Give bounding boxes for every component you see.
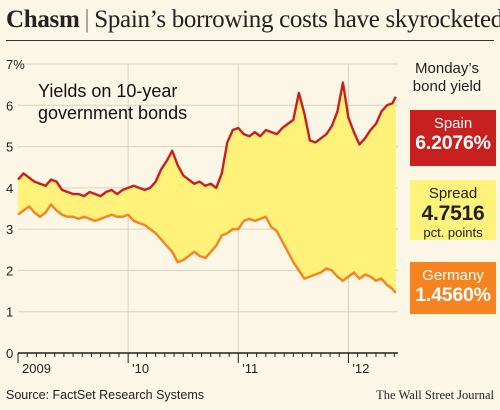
y-tick-label: 2 bbox=[6, 263, 13, 278]
spread-value: 4.7516 bbox=[421, 202, 485, 225]
germany-label: Germany bbox=[422, 267, 484, 284]
series-line-spain bbox=[17, 81, 397, 198]
y-axis: 0 1 2 3 4 5 6 7% bbox=[6, 57, 25, 361]
spread-unit: pct. points bbox=[423, 225, 483, 240]
spread-label: Spread bbox=[428, 185, 478, 202]
y-tick-label: 7% bbox=[6, 57, 25, 72]
y-tick-label: 0 bbox=[6, 346, 13, 361]
x-axis: 2009 '10 '11 '12 bbox=[17, 352, 398, 376]
annotation-line: Yields on 10-year bbox=[38, 81, 177, 101]
page-title: Chasm | Spain’s borrowing costs have skyro… bbox=[6, 6, 500, 34]
y-tick-label: 6 bbox=[6, 98, 13, 113]
germany-readout: Germany 1.4560% bbox=[410, 262, 496, 314]
spain-readout: Spain 6.2076% bbox=[410, 110, 496, 166]
annotation-line: government bonds bbox=[38, 103, 187, 123]
spread-readout: Spread 4.7516 pct. points bbox=[410, 180, 496, 240]
title-bold: Chasm bbox=[6, 6, 80, 33]
x-tick-label: 2009 bbox=[22, 361, 51, 376]
series-line-germany bbox=[17, 203, 397, 294]
y-tick-label: 4 bbox=[6, 181, 13, 196]
title-rule bbox=[6, 40, 494, 41]
x-tick-label: '12 bbox=[352, 361, 369, 376]
y-tick-label: 1 bbox=[6, 305, 13, 320]
x-tick-label: '10 bbox=[132, 361, 149, 376]
source-note: Source: FactSet Research Systems bbox=[6, 388, 204, 402]
readout-heading: Monday’s bond yield bbox=[412, 60, 482, 95]
spain-value: 6.2076% bbox=[415, 132, 491, 154]
credit-note: The Wall Street Journal bbox=[376, 388, 494, 402]
chart-annotation: Yields on 10-year government bonds bbox=[38, 81, 187, 123]
x-tick-label: '11 bbox=[242, 361, 258, 376]
spain-label: Spain bbox=[433, 115, 473, 132]
title-text: Spain’s borrowing costs have skyrocketed bbox=[94, 6, 500, 33]
germany-value: 1.4560% bbox=[415, 284, 491, 306]
title-separator: | bbox=[84, 6, 90, 33]
y-tick-label: 5 bbox=[6, 140, 13, 155]
y-tick-label: 3 bbox=[6, 222, 13, 237]
spread-fill bbox=[18, 82, 396, 293]
